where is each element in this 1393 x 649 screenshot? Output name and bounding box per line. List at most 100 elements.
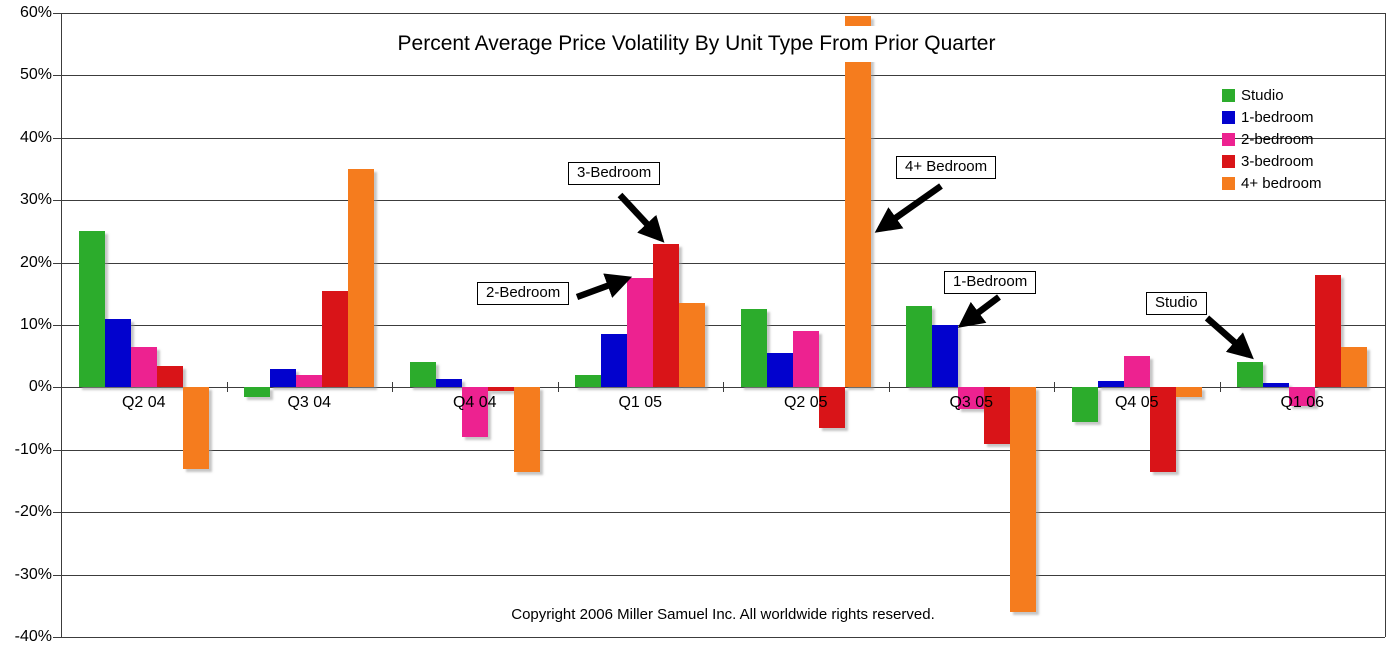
bar-4-bedroom-q3-04 bbox=[348, 169, 375, 388]
legend-swatch-icon bbox=[1222, 110, 1235, 124]
x-axis-tick bbox=[723, 382, 724, 393]
x-axis-category-label: Q2 05 bbox=[783, 394, 828, 412]
legend-label: 1-bedroom bbox=[1241, 108, 1314, 126]
y-axis-label: 30% bbox=[19, 191, 52, 209]
gridline bbox=[61, 13, 1385, 14]
bar-4-bedroom-q1-05 bbox=[679, 303, 706, 388]
x-axis-tick bbox=[392, 382, 393, 393]
bar-1-bedroom-q2-04 bbox=[104, 318, 131, 388]
bar-1-bedroom-q3-04 bbox=[270, 368, 297, 388]
bar-3-bedroom-q4-04 bbox=[487, 387, 514, 391]
bar-studio-q2-05 bbox=[740, 309, 767, 388]
legend-swatch-icon bbox=[1222, 176, 1235, 190]
x-axis-tick bbox=[557, 382, 559, 393]
bar-3-bedroom-q1-05 bbox=[653, 243, 680, 388]
bar-4-bedroom-q2-05 bbox=[844, 16, 871, 388]
plot-right-border bbox=[1385, 13, 1386, 637]
copyright-text: Copyright 2006 Miller Samuel Inc. All wo… bbox=[511, 606, 935, 623]
y-axis-tick bbox=[53, 637, 61, 638]
bar-studio-q3-04 bbox=[244, 387, 271, 397]
legend-label: 4+ bedroom bbox=[1241, 174, 1322, 192]
y-axis-label: -30% bbox=[14, 565, 52, 583]
bar-2-bedroom-q4-04 bbox=[461, 387, 488, 438]
y-axis-label: 60% bbox=[19, 4, 52, 21]
bar-studio-q4-05 bbox=[1071, 387, 1098, 422]
gridline bbox=[61, 262, 1385, 264]
y-axis-tick bbox=[53, 449, 61, 451]
y-axis-tick bbox=[53, 512, 61, 514]
x-axis-category-label: Q4 04 bbox=[452, 394, 497, 412]
bar-1-bedroom-q1-05 bbox=[601, 334, 628, 388]
annotation-callout: 1-Bedroom bbox=[944, 271, 1037, 294]
x-axis-category-label: Q3 04 bbox=[287, 394, 332, 412]
bar-1-bedroom-q2-05 bbox=[766, 353, 793, 388]
legend-item: 1-bedroom bbox=[1222, 106, 1321, 128]
bar-3-bedroom-q1-06 bbox=[1315, 275, 1342, 388]
y-axis-label: 0% bbox=[28, 378, 52, 396]
bar-3-bedroom-q2-04 bbox=[156, 365, 183, 388]
x-axis-category-label: Q1 06 bbox=[1280, 394, 1325, 412]
bar-4-bedroom-q3-05 bbox=[1010, 387, 1037, 613]
bar-2-bedroom-q3-05 bbox=[958, 387, 985, 410]
bar-1-bedroom-q4-05 bbox=[1097, 381, 1124, 388]
chart-title-wrap: Percent Average Price Volatility By Unit… bbox=[0, 26, 1393, 62]
annotation-callout: 2-Bedroom bbox=[477, 282, 570, 305]
chart-title: Percent Average Price Volatility By Unit… bbox=[377, 26, 1016, 62]
y-axis-line bbox=[61, 13, 62, 637]
y-axis-tick bbox=[53, 75, 61, 77]
legend: Studio 1-bedroom 2-bedroom 3-bedroom 4+ bedr… bbox=[1222, 84, 1321, 194]
bar-3-bedroom-q3-05 bbox=[984, 387, 1011, 444]
bar-2-bedroom-q2-04 bbox=[130, 346, 157, 388]
y-axis-label: 40% bbox=[19, 128, 52, 146]
bar-3-bedroom-q2-05 bbox=[818, 387, 845, 428]
annotation-callout: Studio bbox=[1146, 292, 1207, 315]
gridline bbox=[61, 200, 1385, 202]
x-axis-category-label: Q4 05 bbox=[1114, 394, 1159, 412]
bar-2-bedroom-q4-05 bbox=[1123, 356, 1150, 388]
x-axis-tick bbox=[888, 382, 890, 393]
gridline bbox=[61, 512, 1385, 514]
bar-4-bedroom-q4-05 bbox=[1175, 387, 1202, 397]
gridline bbox=[61, 449, 1385, 451]
legend-item: Studio bbox=[1222, 84, 1321, 106]
legend-label: 3-bedroom bbox=[1241, 152, 1314, 170]
x-axis-tick bbox=[226, 382, 228, 393]
gridline bbox=[61, 574, 1385, 576]
bar-4-bedroom-q4-04 bbox=[513, 387, 540, 472]
x-axis-category-label: Q3 05 bbox=[949, 394, 994, 412]
annotation-callout: 3-Bedroom bbox=[568, 162, 661, 185]
bar-2-bedroom-q1-05 bbox=[627, 278, 654, 388]
x-axis-tick bbox=[1054, 382, 1055, 393]
gridline bbox=[61, 637, 1385, 638]
legend-label: Studio bbox=[1241, 86, 1284, 104]
legend-swatch-icon bbox=[1222, 132, 1235, 146]
x-axis-category-label: Q1 05 bbox=[618, 394, 663, 412]
y-axis-label: 50% bbox=[19, 66, 52, 84]
legend-item: 2-bedroom bbox=[1222, 128, 1321, 150]
legend-swatch-icon bbox=[1222, 154, 1235, 168]
y-axis-tick bbox=[53, 13, 61, 14]
bar-2-bedroom-q3-04 bbox=[296, 374, 323, 388]
x-axis-tick bbox=[1219, 382, 1221, 393]
y-axis-label: -10% bbox=[14, 440, 52, 458]
bar-studio-q4-04 bbox=[409, 362, 436, 388]
y-axis-label: 10% bbox=[19, 316, 52, 333]
y-axis-label: -20% bbox=[14, 503, 52, 521]
legend-label: 2-bedroom bbox=[1241, 130, 1314, 148]
x-axis-category-label: Q2 04 bbox=[121, 394, 166, 412]
bar-4-bedroom-q1-06 bbox=[1341, 346, 1368, 388]
y-axis-tick bbox=[53, 387, 61, 389]
annotation-callout: 4+ Bedroom bbox=[896, 156, 997, 179]
y-axis-tick bbox=[53, 137, 61, 139]
gridline bbox=[61, 137, 1385, 139]
bar-3-bedroom-q3-04 bbox=[322, 290, 349, 388]
legend-item: 4+ bedroom bbox=[1222, 172, 1321, 194]
y-axis-label: 20% bbox=[19, 253, 52, 271]
bar-studio-q1-05 bbox=[575, 374, 602, 388]
y-axis-label: -40% bbox=[14, 628, 52, 645]
bar-1-bedroom-q4-04 bbox=[435, 379, 462, 388]
bar-2-bedroom-q2-05 bbox=[792, 331, 819, 388]
y-axis-tick bbox=[53, 200, 61, 202]
bar-studio-q3-05 bbox=[906, 306, 933, 388]
